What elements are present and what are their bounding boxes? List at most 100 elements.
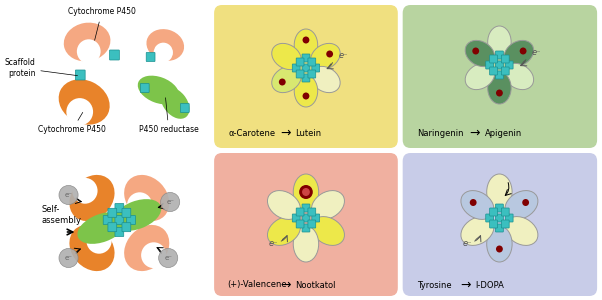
FancyBboxPatch shape <box>140 83 149 92</box>
Text: Nootkatol: Nootkatol <box>295 280 336 290</box>
Text: →: → <box>280 127 291 140</box>
FancyBboxPatch shape <box>181 103 189 112</box>
FancyBboxPatch shape <box>505 214 513 222</box>
Circle shape <box>303 92 309 100</box>
FancyBboxPatch shape <box>110 50 119 60</box>
Ellipse shape <box>161 87 190 119</box>
FancyBboxPatch shape <box>115 203 124 212</box>
FancyBboxPatch shape <box>302 54 310 62</box>
Circle shape <box>154 43 173 62</box>
FancyBboxPatch shape <box>495 224 503 232</box>
Text: e⁻: e⁻ <box>532 48 541 57</box>
FancyBboxPatch shape <box>495 61 503 69</box>
Circle shape <box>72 178 98 204</box>
Circle shape <box>87 228 111 254</box>
Text: Apigenin: Apigenin <box>485 128 522 137</box>
Text: e⁻: e⁻ <box>462 239 472 248</box>
Ellipse shape <box>486 226 512 262</box>
FancyBboxPatch shape <box>302 74 310 82</box>
Text: e⁻: e⁻ <box>64 255 72 261</box>
Ellipse shape <box>488 72 511 104</box>
Ellipse shape <box>146 29 184 61</box>
FancyBboxPatch shape <box>122 223 131 232</box>
FancyBboxPatch shape <box>115 227 124 236</box>
FancyBboxPatch shape <box>146 52 155 62</box>
FancyBboxPatch shape <box>302 64 310 72</box>
Ellipse shape <box>124 225 169 271</box>
Ellipse shape <box>267 190 300 219</box>
Text: Cytochrome P450: Cytochrome P450 <box>39 112 106 134</box>
Ellipse shape <box>272 66 301 93</box>
FancyBboxPatch shape <box>501 67 509 75</box>
Ellipse shape <box>486 174 512 210</box>
Text: →: → <box>460 278 471 292</box>
Ellipse shape <box>311 66 340 93</box>
Circle shape <box>520 47 527 55</box>
Ellipse shape <box>78 212 126 244</box>
FancyBboxPatch shape <box>296 220 304 228</box>
Text: Lutein: Lutein <box>295 128 321 137</box>
Ellipse shape <box>505 217 538 245</box>
FancyBboxPatch shape <box>115 215 124 224</box>
Ellipse shape <box>64 22 110 62</box>
Ellipse shape <box>69 175 114 221</box>
Text: e⁻: e⁻ <box>166 199 174 205</box>
FancyBboxPatch shape <box>495 204 503 212</box>
Text: P450 reductase: P450 reductase <box>139 98 199 134</box>
Text: (+)-Valencene: (+)-Valencene <box>227 280 287 290</box>
FancyBboxPatch shape <box>302 224 310 232</box>
FancyBboxPatch shape <box>75 70 85 80</box>
FancyBboxPatch shape <box>495 214 503 222</box>
FancyBboxPatch shape <box>296 58 304 66</box>
Circle shape <box>302 188 310 196</box>
Ellipse shape <box>293 226 318 262</box>
FancyBboxPatch shape <box>293 214 300 222</box>
FancyBboxPatch shape <box>308 208 315 216</box>
Ellipse shape <box>311 217 344 245</box>
FancyBboxPatch shape <box>302 214 310 222</box>
Ellipse shape <box>113 199 161 231</box>
Text: l-DOPA: l-DOPA <box>475 280 504 290</box>
Ellipse shape <box>138 76 179 104</box>
Circle shape <box>522 199 529 206</box>
FancyBboxPatch shape <box>489 208 497 216</box>
FancyBboxPatch shape <box>308 58 315 66</box>
FancyBboxPatch shape <box>108 208 117 217</box>
Ellipse shape <box>58 79 110 125</box>
FancyBboxPatch shape <box>214 5 398 148</box>
FancyBboxPatch shape <box>495 51 503 59</box>
Ellipse shape <box>294 29 318 61</box>
Ellipse shape <box>505 190 538 219</box>
FancyBboxPatch shape <box>302 204 310 212</box>
FancyBboxPatch shape <box>489 67 497 75</box>
FancyBboxPatch shape <box>486 214 494 222</box>
Circle shape <box>127 192 152 218</box>
Text: Cytochrome P450: Cytochrome P450 <box>68 8 135 40</box>
FancyBboxPatch shape <box>505 61 513 69</box>
Circle shape <box>66 98 93 125</box>
Text: →: → <box>470 127 480 140</box>
Text: Tyrosine: Tyrosine <box>417 280 452 290</box>
Ellipse shape <box>294 75 318 107</box>
Circle shape <box>470 199 477 206</box>
FancyBboxPatch shape <box>495 71 503 79</box>
Text: e⁻: e⁻ <box>64 192 72 198</box>
Circle shape <box>473 47 479 55</box>
Circle shape <box>279 79 286 86</box>
FancyBboxPatch shape <box>103 215 112 224</box>
Text: Scaffold
protein: Scaffold protein <box>4 58 78 78</box>
Text: →: → <box>280 278 291 292</box>
Circle shape <box>77 39 101 64</box>
Circle shape <box>496 89 503 97</box>
Ellipse shape <box>311 190 344 219</box>
Ellipse shape <box>488 26 511 58</box>
FancyBboxPatch shape <box>403 153 597 296</box>
FancyBboxPatch shape <box>489 220 497 228</box>
Ellipse shape <box>69 225 114 271</box>
Ellipse shape <box>504 63 533 90</box>
FancyBboxPatch shape <box>501 208 509 216</box>
Circle shape <box>303 37 309 44</box>
FancyBboxPatch shape <box>296 70 304 78</box>
Circle shape <box>496 245 503 253</box>
Text: e⁻: e⁻ <box>338 51 348 60</box>
